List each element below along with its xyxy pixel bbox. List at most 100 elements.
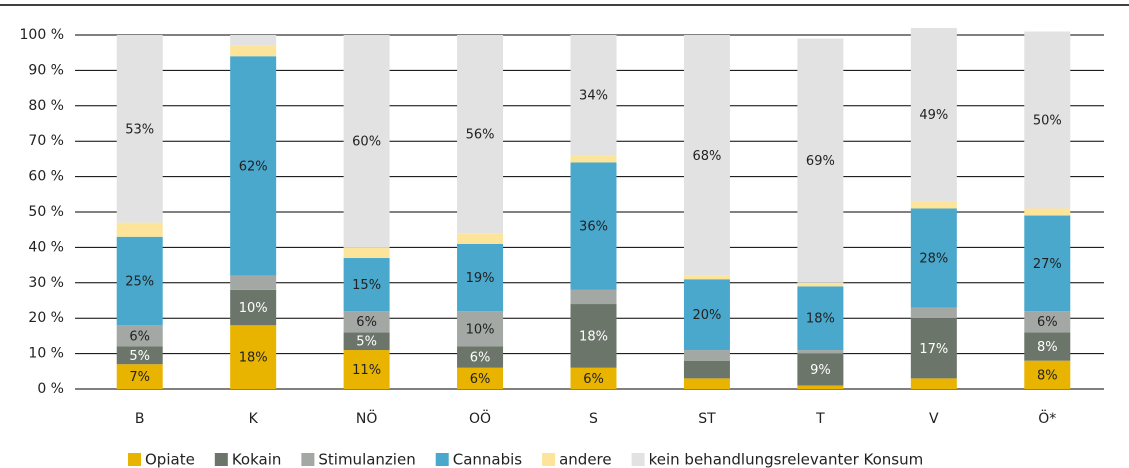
bar-segment [116,325,163,347]
x-tick-label: OÖ [469,409,491,427]
data-label: 18% [806,312,835,327]
y-tick-label: 0 % [37,381,64,397]
legend-label: Cannabis [453,451,523,468]
legend-label: kein behandlungsrelevanter Konsum [649,451,924,468]
data-label: 8% [1037,368,1058,383]
bar-segment [910,27,957,202]
legend-swatch [542,453,556,466]
data-label: 5% [356,335,377,350]
bar-segment [1024,311,1071,333]
bar-segment [683,360,730,379]
bar-segment [570,289,617,305]
data-label: 28% [919,252,948,267]
data-label: 6% [356,315,377,330]
bar-segment [457,243,504,312]
bar-segment [457,346,504,368]
data-label: 27% [1033,257,1062,272]
bar-segment [1024,31,1071,209]
bar-segment [910,307,957,319]
bar-segment [457,233,504,244]
bar-segment [230,45,277,57]
data-label: 8% [1037,340,1058,355]
data-label: 6% [129,329,150,344]
bar-segment [457,311,504,347]
bar-segment [116,222,163,237]
y-tick-label: 60 % [28,169,64,185]
data-label: 15% [352,278,381,293]
x-tick-label: Ö* [1038,409,1056,427]
y-tick-label: 40 % [28,239,64,255]
data-label: 36% [579,220,608,235]
x-tick-label: B [135,411,145,427]
bar-segment [910,378,957,389]
bar-segment [1024,360,1071,389]
bar-segment [230,56,277,276]
data-label: 69% [806,154,835,169]
bar-segment [343,311,390,333]
bar-segment [910,201,957,209]
bar-segment [797,353,844,386]
y-tick-label: 20 % [28,310,64,326]
y-tick-label: 90 % [28,62,64,78]
bar-segment [683,350,730,361]
bar-segment [797,286,844,351]
bar-segment [230,325,277,389]
data-label: 18% [239,351,268,366]
x-tick-label: NÖ [356,409,378,427]
bar-segment [797,38,844,283]
legend-label: andere [559,451,612,468]
data-label: 5% [129,349,150,364]
legend-label: Kokain [232,451,282,468]
y-tick-label: 100 % [20,27,64,43]
data-label: 6% [1037,315,1058,330]
data-label: 50% [1033,113,1062,128]
bar-segment [116,364,163,389]
bar-segment [343,332,390,351]
bar-segment [570,304,617,368]
data-label: 34% [579,89,608,104]
bar-segment [683,35,730,276]
data-label: 62% [239,159,268,174]
data-label: 20% [692,308,721,323]
y-tick-label: 70 % [28,133,64,149]
legend-swatch [214,453,228,466]
data-label: 10% [239,301,268,316]
x-tick-label: V [929,411,939,427]
bar-segment [230,275,277,290]
bar-segment [116,346,163,365]
bar-segment [1024,208,1071,216]
bar-segment [683,275,730,280]
data-label: 11% [352,363,381,378]
bar-segment [116,236,163,326]
data-label: 18% [579,329,608,344]
legend-label: Opiate [145,451,195,468]
data-label: 49% [919,108,948,123]
y-tick-label: 30 % [28,275,64,291]
bar-segment [457,35,504,234]
x-tick-label: T [815,411,825,427]
bar-segment [230,35,277,46]
data-label: 19% [466,271,495,286]
bar-segment [910,318,957,379]
x-tick-label: S [589,411,598,427]
bar-segment [570,35,617,156]
legend-swatch [435,453,449,466]
bar-segment [343,258,390,312]
data-label: 7% [129,370,150,385]
legend-swatch [301,453,315,466]
x-tick-label: ST [698,411,716,427]
data-label: 9% [810,363,831,378]
y-tick-label: 10 % [28,346,64,362]
bar-segment [797,385,844,389]
data-label: 6% [583,372,604,387]
bar-segment [797,350,844,354]
legend-swatch [631,453,645,466]
data-label: 53% [125,122,154,137]
bar-segment [230,289,277,326]
data-label: 25% [125,275,154,290]
data-label: 6% [470,351,491,366]
data-label: 10% [466,322,495,337]
bar-segment [910,208,957,308]
bar-segment [343,350,390,389]
